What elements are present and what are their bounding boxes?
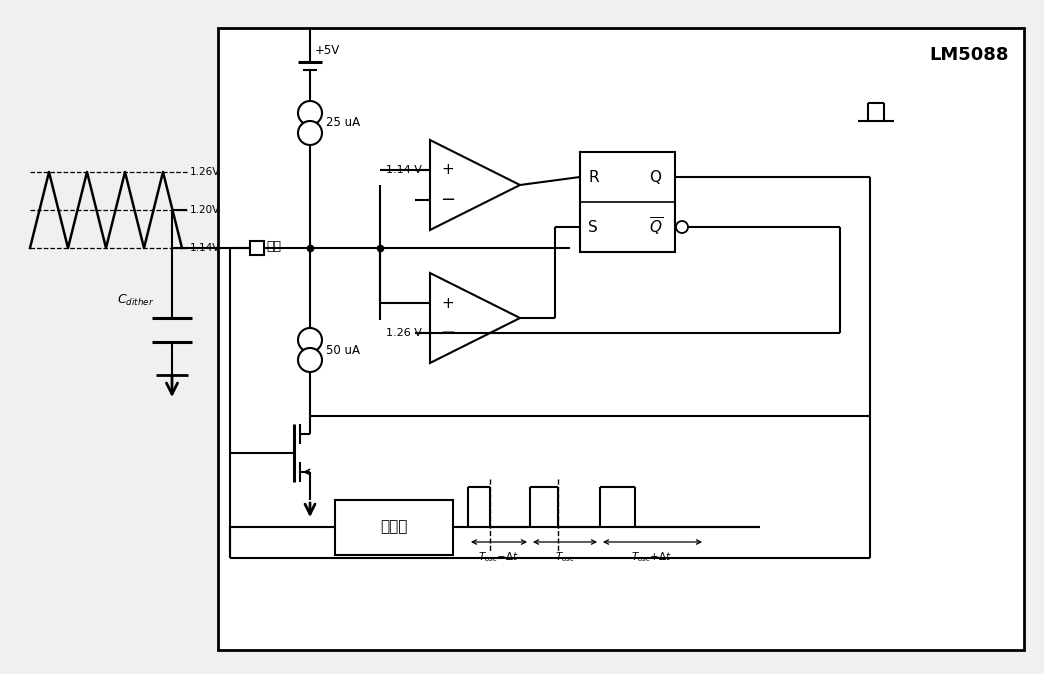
Text: $T_{osc}$: $T_{osc}$ bbox=[554, 550, 575, 563]
Text: 振荡器: 振荡器 bbox=[380, 520, 408, 534]
Text: R: R bbox=[588, 169, 598, 185]
Text: −: − bbox=[441, 324, 455, 342]
Circle shape bbox=[298, 121, 322, 145]
Text: S: S bbox=[588, 220, 598, 235]
Text: $\overline{Q}$: $\overline{Q}$ bbox=[649, 216, 663, 238]
Text: 1.14 V: 1.14 V bbox=[386, 165, 422, 175]
Circle shape bbox=[298, 348, 322, 372]
Bar bbox=[335, 500, 453, 555]
Circle shape bbox=[677, 221, 688, 233]
Text: Q: Q bbox=[649, 169, 661, 185]
Text: 1.20V: 1.20V bbox=[190, 205, 220, 215]
Text: $T_{osc}$$-$$\Delta t$: $T_{osc}$$-$$\Delta t$ bbox=[478, 550, 520, 563]
Text: +5V: +5V bbox=[315, 44, 340, 57]
Text: 电子发烧友网: 电子发烧友网 bbox=[502, 338, 557, 353]
Text: 1.26 V: 1.26 V bbox=[386, 328, 422, 338]
Text: $C_{dither}$: $C_{dither}$ bbox=[117, 293, 155, 307]
Polygon shape bbox=[430, 273, 520, 363]
Bar bbox=[218, 28, 1024, 650]
Text: −: − bbox=[441, 191, 455, 209]
Polygon shape bbox=[430, 140, 520, 230]
Bar bbox=[250, 241, 264, 255]
Circle shape bbox=[298, 328, 322, 352]
Text: $T_{osc}$$+$$\Delta t$: $T_{osc}$$+$$\Delta t$ bbox=[632, 550, 672, 563]
Text: 1.14V: 1.14V bbox=[190, 243, 220, 253]
Text: 抖动: 抖动 bbox=[266, 239, 281, 253]
Bar bbox=[580, 152, 675, 252]
Text: 1.26V: 1.26V bbox=[190, 167, 220, 177]
Text: LM5088: LM5088 bbox=[929, 46, 1009, 64]
Text: www.elecians.com: www.elecians.com bbox=[472, 361, 588, 375]
Text: +: + bbox=[442, 162, 454, 177]
Circle shape bbox=[298, 101, 322, 125]
Text: 25 uA: 25 uA bbox=[326, 117, 360, 129]
Text: +: + bbox=[442, 295, 454, 311]
Text: 50 uA: 50 uA bbox=[326, 344, 360, 357]
